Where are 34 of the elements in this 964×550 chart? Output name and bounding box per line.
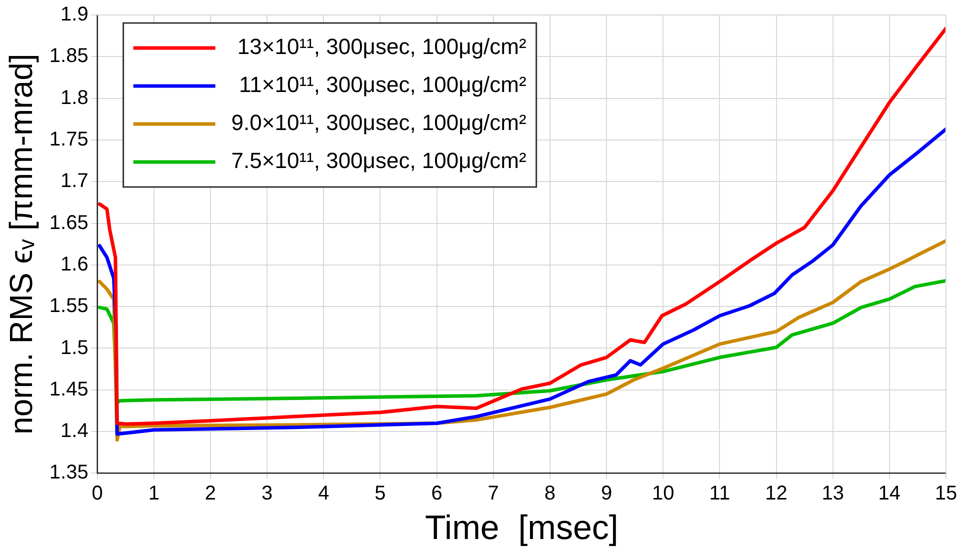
y-tick-label: 1.8	[60, 86, 88, 109]
y-tick-label: 1.45	[49, 378, 88, 400]
legend-label: 11×10¹¹, 300μsec, 100μg/cm²	[239, 72, 526, 98]
x-tick-label: 15	[934, 482, 958, 505]
y-tick-label: 1.6	[60, 253, 88, 276]
x-tick-label: 7	[488, 482, 499, 505]
x-tick-label: 5	[374, 482, 386, 505]
x-axis-title: Time [msec]	[425, 508, 618, 547]
y-tick-label: 1.9	[60, 4, 88, 26]
x-tick-label: 0	[92, 482, 103, 505]
legend-label: 13×10¹¹, 300μsec, 100μg/cm²	[237, 34, 526, 60]
y-tick-label: 1.5	[60, 336, 88, 359]
x-tick-label: 14	[878, 482, 901, 505]
y-tick-label: 1.7	[60, 170, 88, 192]
x-tick-label: 4	[318, 482, 330, 505]
x-tick-label: 2	[204, 482, 216, 505]
y-tick-label: 1.85	[49, 45, 88, 68]
x-tick-label: 3	[262, 482, 273, 505]
y-tick-label: 1.4	[60, 420, 88, 442]
x-tick-label: 9	[600, 482, 612, 505]
legend-label: 7.5×10¹¹, 300μsec, 100μg/cm²	[231, 148, 526, 174]
y-axis-title: norm. RMS ϵᵥ [πmm-mrad]	[3, 54, 40, 434]
x-tick-label: 1	[148, 482, 160, 505]
legend-label: 9.0×10¹¹, 300μsec, 100μg/cm²	[231, 110, 526, 136]
x-tick-label: 12	[765, 482, 788, 505]
x-tick-label: 10	[652, 482, 674, 505]
x-tick-label: 6	[431, 482, 442, 505]
x-tick-label: 13	[822, 482, 844, 505]
y-tick-label: 1.65	[49, 212, 88, 234]
y-tick-label: 1.55	[49, 295, 88, 318]
x-tick-label: 11	[709, 482, 730, 505]
y-tick-label: 1.35	[49, 462, 88, 484]
y-tick-label: 1.75	[49, 128, 88, 150]
x-tick-label: 8	[544, 482, 556, 505]
